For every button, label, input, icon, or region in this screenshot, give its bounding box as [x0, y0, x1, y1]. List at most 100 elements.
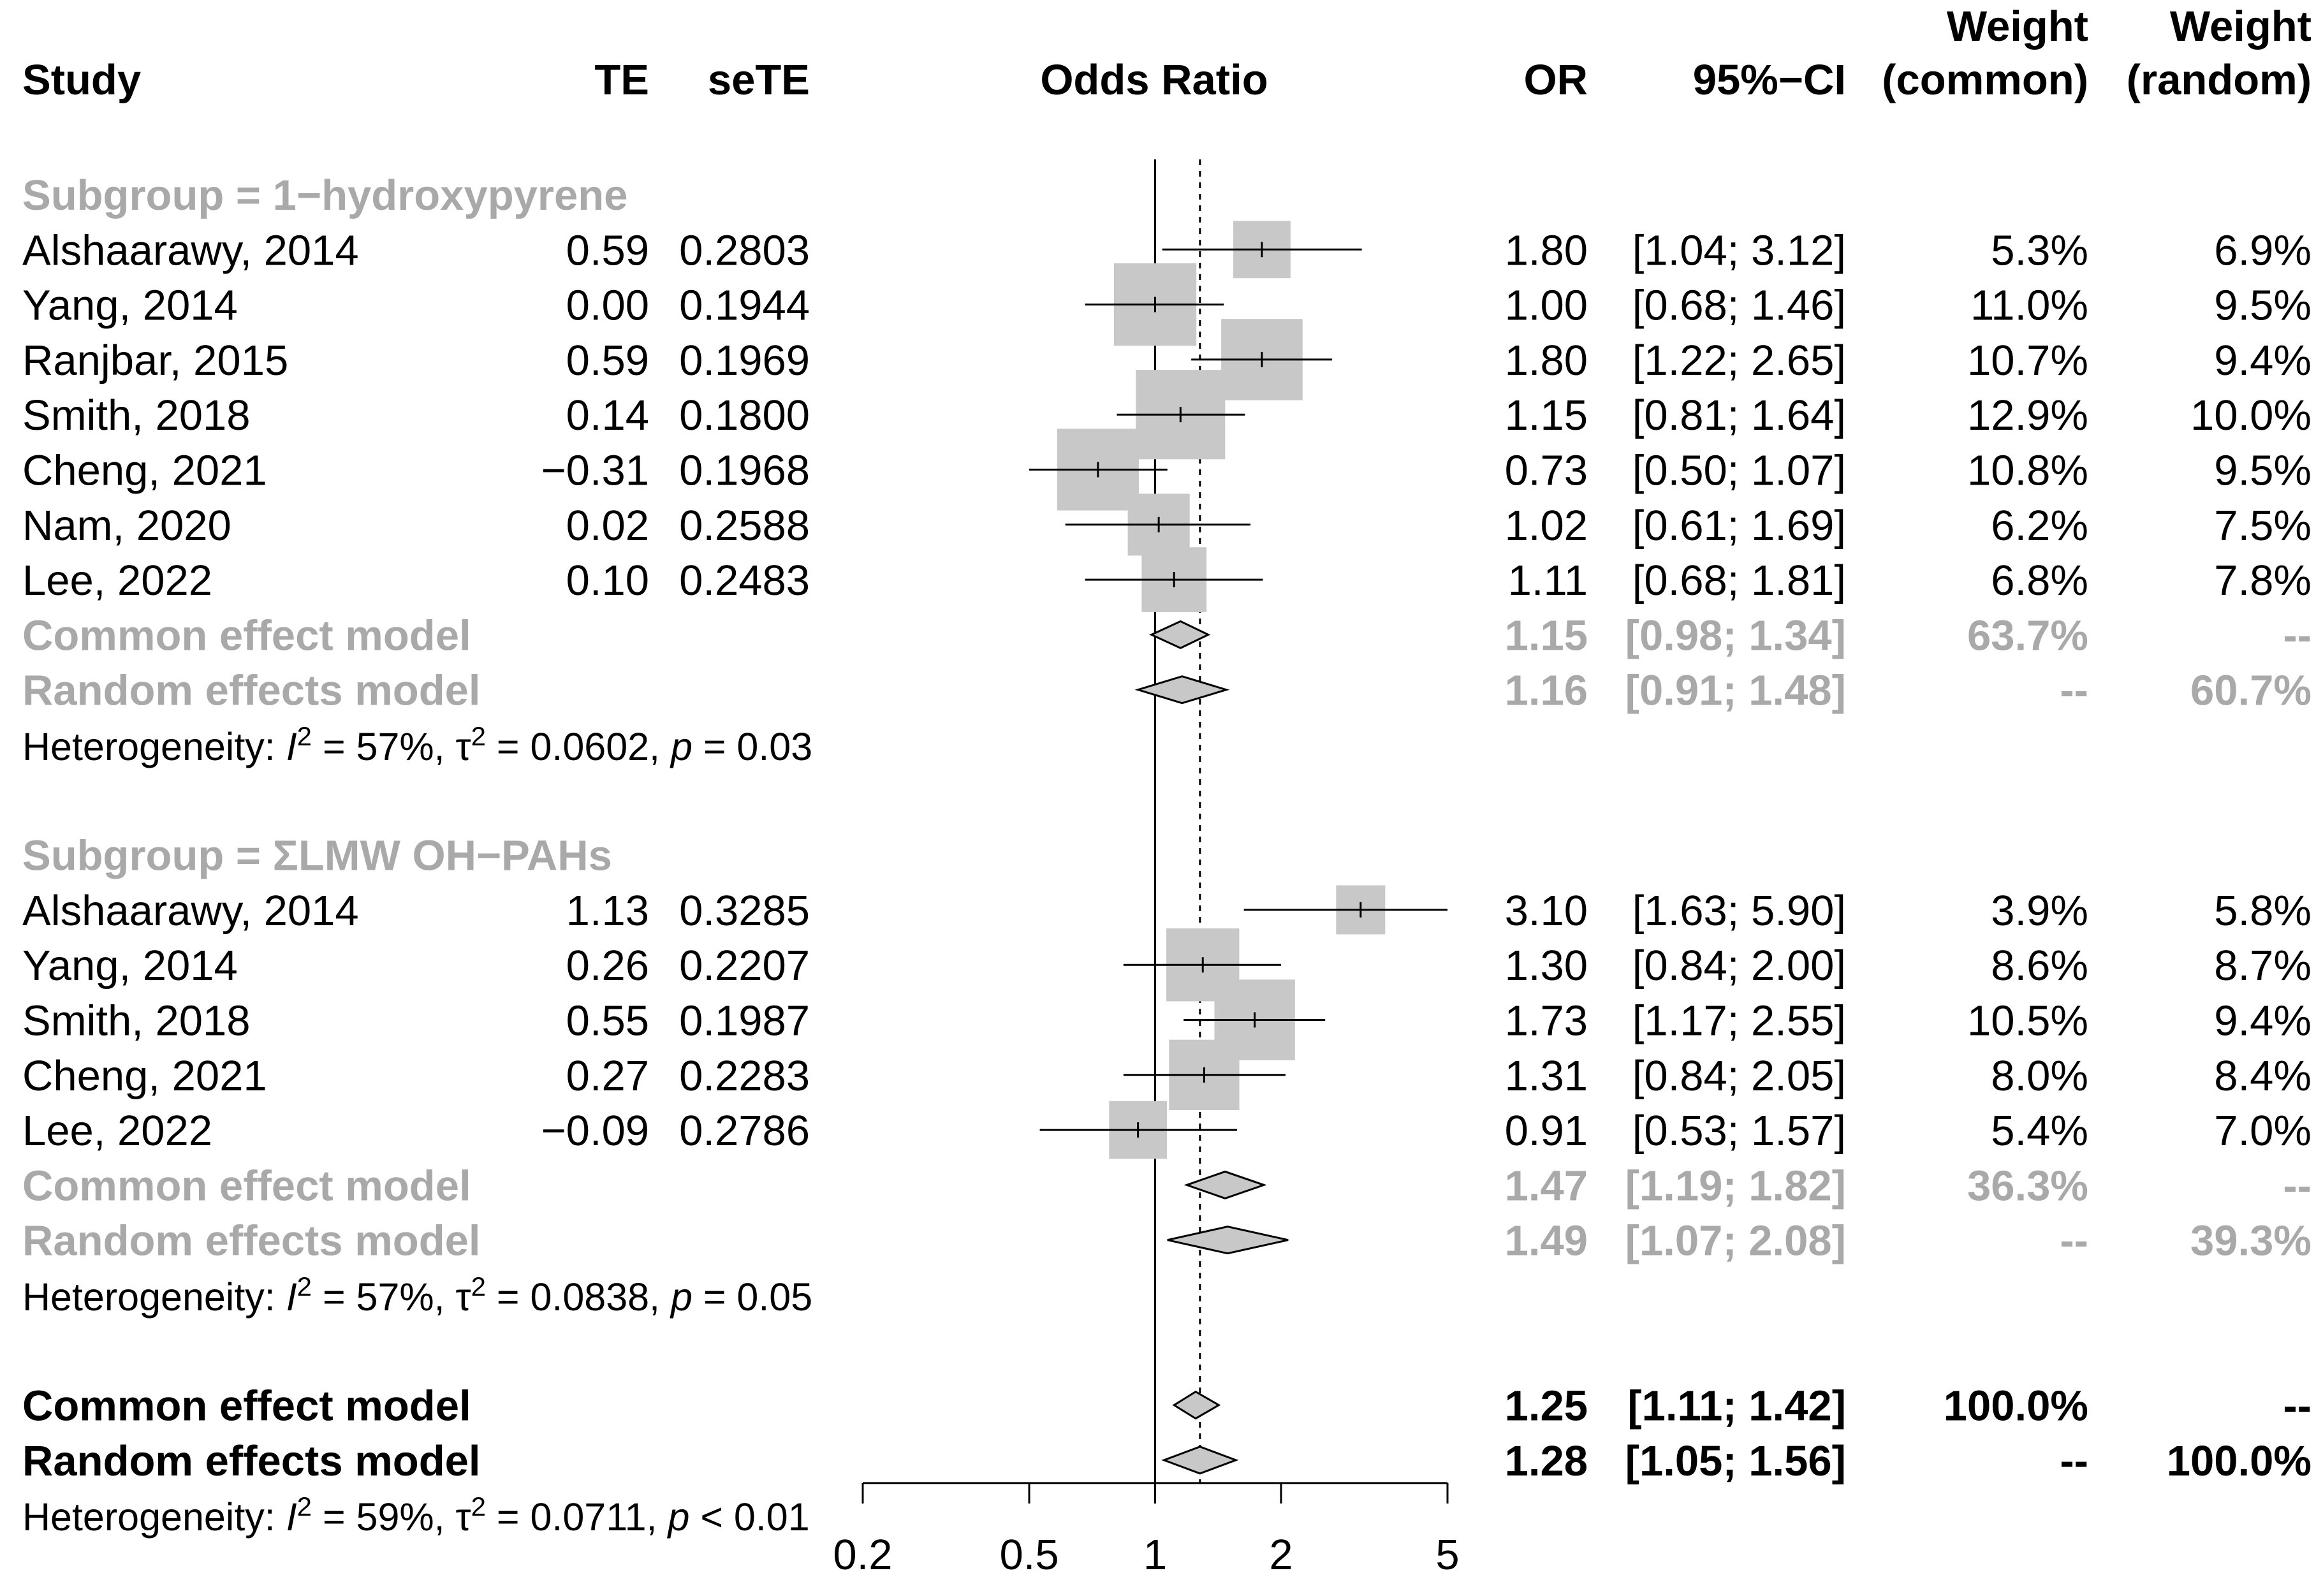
pooled-weight-common: --: [2060, 667, 2088, 715]
pooled-label: Common effect model: [22, 1382, 471, 1430]
study-weight-common: 3.9%: [1991, 887, 2088, 935]
study-te: 0.10: [566, 557, 649, 604]
study-sete: 0.1969: [679, 337, 810, 384]
pooled-ci: [1.11; 1.42]: [1627, 1382, 1846, 1430]
header-odds-ratio: Odds Ratio: [1040, 56, 1268, 104]
header-ci: 95%−CI: [1693, 56, 1846, 104]
study-ci: [0.61; 1.69]: [1632, 502, 1846, 550]
study-or: 3.10: [1505, 887, 1588, 935]
pooled-diamond: [1149, 620, 1211, 650]
row-study: Lee, 2022 0.10 0.2483 1.11 [0.68; 1.81] 6.8% 7…: [22, 547, 2312, 612]
study-ci: [1.04; 3.12]: [1632, 226, 1846, 274]
study-or: 1.02: [1505, 502, 1588, 550]
column-headers: Study TE seTE Odds Ratio OR 95%−CI Weigh…: [22, 3, 2312, 104]
study-or: 0.73: [1505, 447, 1588, 495]
pooled-label: Common effect model: [22, 611, 471, 659]
study-weight-random: 7.5%: [2214, 502, 2312, 550]
study-sete: 0.1944: [679, 282, 810, 330]
study-te: 0.27: [566, 1052, 649, 1100]
study-ci: [0.50; 1.07]: [1632, 447, 1846, 495]
study-or: 0.91: [1505, 1107, 1588, 1155]
study-sete: 0.2588: [679, 502, 810, 550]
row-pooled: Random effects model 1.49 [1.07; 2.08] -- 39…: [22, 1217, 2312, 1265]
study-weight-random: 9.4%: [2214, 337, 2312, 384]
pooled-weight-common: --: [2060, 1437, 2088, 1485]
study-name: Lee, 2022: [22, 557, 212, 604]
pooled-or: 1.25: [1505, 1382, 1588, 1430]
row-study: Lee, 2022 −0.09 0.2786 0.91 [0.53; 1.57] 5.4%…: [22, 1101, 2312, 1159]
header-weight-random-line1: Weight: [2170, 3, 2312, 50]
row-study: Smith, 2018 0.14 0.1800 1.15 [0.81; 1.64] 12.…: [22, 370, 2312, 460]
study-weight-common: 6.2%: [1991, 502, 2088, 550]
study-name: Yang, 2014: [22, 282, 238, 330]
study-weight-common: 11.0%: [1970, 282, 2088, 330]
pooled-diamond: [1172, 1390, 1221, 1420]
header-weight-common-line1: Weight: [1947, 3, 2088, 50]
pooled-diamond: [1167, 1226, 1289, 1255]
study-ci: [0.68; 1.46]: [1632, 282, 1846, 330]
pooled-weight-random: --: [2283, 1162, 2312, 1210]
study-ci: [0.84; 2.05]: [1632, 1052, 1846, 1100]
study-name: Cheng, 2021: [22, 1052, 267, 1100]
pooled-weight-common: 100.0%: [1944, 1382, 2088, 1430]
pooled-ci: [1.05; 1.56]: [1625, 1437, 1846, 1485]
study-weight-random: 9.4%: [2214, 997, 2312, 1045]
study-name: Yang, 2014: [22, 942, 238, 990]
study-te: 1.13: [566, 887, 649, 935]
study-or: 1.73: [1505, 997, 1588, 1045]
study-name: Smith, 2018: [22, 392, 251, 439]
subgroup-label: Subgroup = 1−hydroxypyrene: [22, 172, 627, 219]
reference-lines: [1154, 159, 1201, 1483]
row-study: Alshaarawy, 2014 1.13 0.3285 3.10 [1.63; 5.9…: [22, 885, 2312, 935]
row-study: Yang, 2014 0.26 0.2207 1.30 [0.84; 2.00] 8.6%…: [22, 928, 2312, 1002]
row-study: Smith, 2018 0.55 0.1987 1.73 [1.17; 2.55] 10.…: [22, 979, 2312, 1060]
subgroup-label: Subgroup = ΣLMW OH−PAHs: [22, 832, 612, 880]
heterogeneity-text: Heterogeneity: I2 = 57%, τ2 = 0.0838, p …: [22, 1271, 812, 1319]
pooled-weight-random: --: [2283, 1382, 2312, 1430]
study-sete: 0.2786: [679, 1107, 810, 1155]
study-weight-random: 6.9%: [2214, 226, 2312, 274]
study-ci: [0.68; 1.81]: [1632, 557, 1846, 604]
pooled-or: 1.47: [1505, 1162, 1588, 1210]
study-weight-common: 6.8%: [1991, 557, 2088, 604]
header-sete: seTE: [708, 56, 810, 104]
pooled-label: Random effects model: [22, 667, 481, 715]
study-sete: 0.1987: [679, 997, 810, 1045]
row-study: Cheng, 2021 −0.31 0.1968 0.73 [0.50; 1.07] 10…: [22, 428, 2312, 511]
study-name: Alshaarawy, 2014: [22, 226, 359, 274]
row-study: Alshaarawy, 2014 0.59 0.2803 1.80 [1.04; 3.1…: [22, 221, 2312, 279]
header-weight-random-line2: (random): [2127, 56, 2312, 104]
study-te: 0.59: [566, 226, 649, 274]
row-subgroup: Subgroup = ΣLMW OH−PAHs: [22, 832, 612, 880]
row-study: Yang, 2014 0.00 0.1944 1.00 [0.68; 1.46] 11.0…: [22, 263, 2312, 346]
study-te: 0.26: [566, 942, 649, 990]
study-ci: [1.17; 2.55]: [1632, 997, 1846, 1045]
header-weight-common-line2: (common): [1882, 56, 2088, 104]
study-weight-random: 8.4%: [2214, 1052, 2312, 1100]
x-tick-label: 2: [1269, 1531, 1293, 1579]
heterogeneity-text: Heterogeneity: I2 = 57%, τ2 = 0.0602, p …: [22, 721, 812, 769]
study-weight-common: 8.0%: [1991, 1052, 2088, 1100]
pooled-label: Random effects model: [22, 1437, 481, 1485]
study-weight-random: 9.5%: [2214, 447, 2312, 495]
study-name: Alshaarawy, 2014: [22, 887, 359, 935]
pooled-diamond: [1134, 675, 1230, 705]
pooled-ci: [1.07; 2.08]: [1625, 1217, 1846, 1265]
study-ci: [0.53; 1.57]: [1632, 1107, 1846, 1155]
row-subgroup: Subgroup = 1−hydroxypyrene: [22, 172, 627, 219]
x-tick-label: 0.2: [833, 1531, 892, 1579]
study-weight-common: 5.3%: [1991, 226, 2088, 274]
study-te: −0.09: [541, 1107, 649, 1155]
row-pooled: Common effect model 1.15 [0.98; 1.34] 63.7%…: [22, 611, 2312, 659]
study-te: 0.00: [566, 282, 649, 330]
study-sete: 0.2283: [679, 1052, 810, 1100]
pooled-diamond: [1183, 1170, 1267, 1199]
study-weight-common: 10.7%: [1967, 337, 2088, 384]
study-name: Lee, 2022: [22, 1107, 212, 1155]
study-ci: [1.63; 5.90]: [1632, 887, 1846, 935]
pooled-label: Random effects model: [22, 1217, 481, 1265]
pooled-weight-random: 100.0%: [2167, 1437, 2312, 1485]
header-study: Study: [22, 56, 141, 104]
pooled-ci: [0.91; 1.48]: [1625, 667, 1846, 715]
